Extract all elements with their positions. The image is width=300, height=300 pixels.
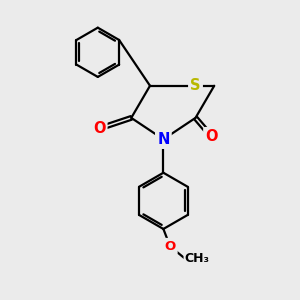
Text: O: O — [164, 240, 176, 253]
Text: O: O — [205, 129, 218, 144]
Text: S: S — [190, 78, 201, 93]
Text: N: N — [157, 132, 170, 147]
Text: O: O — [93, 121, 105, 136]
Text: CH₃: CH₃ — [185, 252, 210, 265]
